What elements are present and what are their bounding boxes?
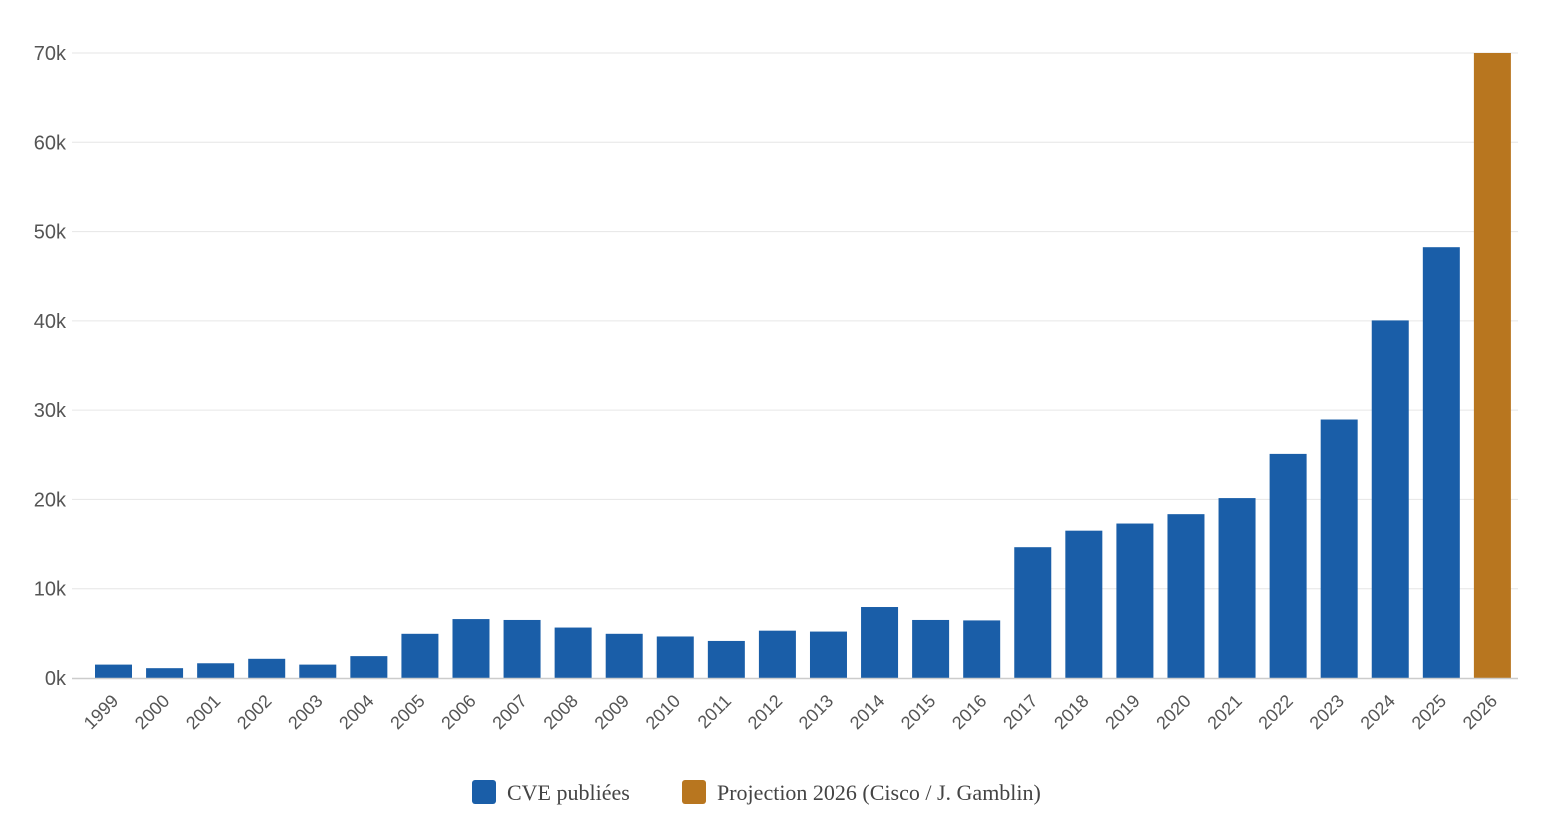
y-tick-label: 40k	[34, 311, 67, 333]
x-tick-label: 2018	[1050, 691, 1092, 733]
x-tick-label: 2008	[539, 691, 581, 733]
bar-cve-2007	[503, 619, 541, 678]
x-tick-label: 2022	[1254, 691, 1296, 733]
bar-cve-2012	[758, 630, 796, 678]
bar-cve-2019	[1116, 523, 1154, 678]
bar-cve-2006	[452, 619, 490, 678]
legend-label: CVE publiées	[507, 780, 630, 805]
y-tick-label: 30k	[34, 400, 67, 422]
bar-cve-2014	[861, 607, 899, 678]
x-tick-label: 2011	[694, 691, 736, 733]
y-axis-ticks: 0k 10k 20k 30k 40k 50k 60k 70k	[34, 43, 67, 690]
legend-swatch	[682, 780, 706, 804]
x-tick-label: 2026	[1459, 691, 1501, 733]
x-tick-label: 2010	[642, 691, 684, 733]
x-tick-label: 2004	[335, 691, 377, 733]
gridlines	[72, 52, 1518, 590]
y-tick-label: 50k	[34, 222, 67, 244]
x-tick-label: 2012	[744, 691, 786, 733]
x-tick-label: 2023	[1306, 691, 1348, 733]
x-tick-label: 2002	[233, 691, 275, 733]
bar-projection-2026	[1473, 53, 1511, 678]
bar-cve-2023	[1320, 419, 1358, 678]
bar-cve-2025	[1422, 247, 1460, 679]
bar-cve-2011	[707, 640, 745, 678]
bar-cve-2009	[605, 633, 643, 678]
x-tick-label: 2007	[488, 691, 530, 733]
bar-cve-2017	[1014, 547, 1052, 678]
y-tick-label: 10k	[34, 579, 67, 601]
y-tick-label: 70k	[34, 43, 67, 65]
y-tick-label: 20k	[34, 489, 67, 511]
x-tick-label: 2000	[131, 691, 173, 733]
bar-cve-2015	[912, 619, 950, 678]
bar-cve-2004	[350, 656, 388, 678]
x-tick-label: 1999	[80, 691, 122, 733]
x-tick-label: 2006	[437, 691, 479, 733]
x-tick-label: 2020	[1152, 691, 1194, 733]
legend-swatch	[472, 780, 496, 804]
x-tick-label: 2024	[1357, 691, 1399, 733]
legend: CVE publiées Projection 2026 (Cisco / J. …	[472, 780, 1041, 805]
bar-cve-2001	[197, 663, 235, 678]
bar-cve-2020	[1167, 514, 1205, 678]
x-tick-label: 2019	[1101, 691, 1143, 733]
x-tick-label: 2009	[591, 691, 633, 733]
bar-cve-2021	[1218, 498, 1256, 678]
x-tick-label: 2017	[999, 691, 1041, 733]
x-axis-ticks: 1999 2000 2001 2002 2003 2004 2005 2006 2007 2008…	[80, 691, 1501, 733]
bar-cve-2013	[809, 631, 847, 678]
x-tick-label: 2015	[897, 691, 939, 733]
x-tick-label: 2001	[182, 691, 224, 733]
bar-cve-2008	[554, 627, 592, 678]
x-tick-label: 2025	[1408, 691, 1450, 733]
bar-cve-2010	[656, 636, 694, 678]
bar-cve-1999	[95, 664, 132, 678]
x-tick-label: 2021	[1203, 691, 1245, 733]
y-tick-label: 0k	[45, 668, 67, 690]
bar-cve-2000	[146, 668, 184, 678]
bar-cve-2018	[1065, 530, 1103, 678]
bar-cve-2024	[1371, 320, 1409, 678]
bar-cve-2003	[299, 664, 337, 678]
bar-cve-2002	[248, 658, 286, 678]
x-tick-label: 2005	[386, 691, 428, 733]
x-tick-label: 2014	[846, 691, 888, 733]
x-tick-label: 2013	[795, 691, 837, 733]
x-tick-label: 2003	[284, 691, 326, 733]
legend-label: Projection 2026 (Cisco / J. Gamblin)	[717, 780, 1041, 805]
x-tick-label: 2016	[948, 691, 990, 733]
y-tick-label: 60k	[34, 132, 67, 154]
bar-cve-2005	[401, 633, 439, 678]
bar-cve-2022	[1269, 453, 1307, 678]
bars	[95, 53, 1511, 679]
bar-cve-2016	[963, 620, 1001, 678]
